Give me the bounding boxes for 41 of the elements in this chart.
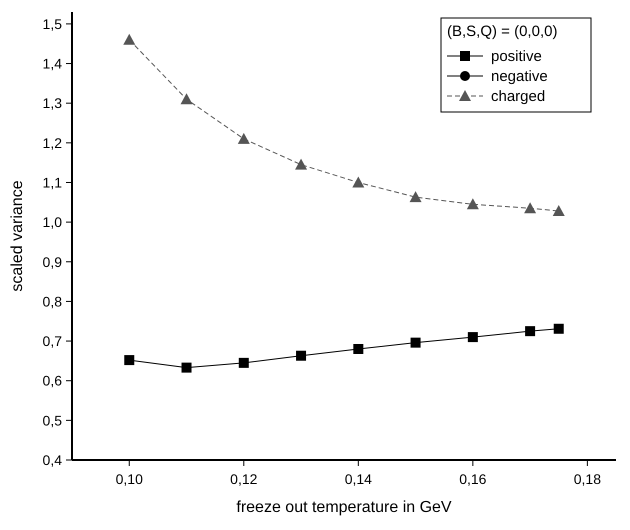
point	[554, 324, 564, 334]
point	[238, 132, 250, 144]
x-tick-label: 0,16	[459, 471, 487, 487]
y-tick-label: 0,4	[42, 452, 62, 468]
y-tick-label: 1,3	[42, 95, 62, 112]
x-tick-label: 0,18	[574, 471, 602, 487]
point	[552, 205, 565, 216]
point	[296, 350, 306, 361]
y-tick-label: 0,7	[42, 333, 62, 350]
point	[123, 34, 136, 45]
y-tick-label: 1,4	[42, 56, 62, 72]
point	[182, 362, 192, 373]
x-tick-label: 0,14	[344, 471, 372, 487]
legend-label: positive	[491, 48, 542, 65]
y-tick-label: 1,2	[42, 134, 62, 151]
legend-title: (B,S,Q) = (0,0,0)	[447, 23, 558, 40]
point	[180, 93, 193, 104]
point	[410, 338, 421, 348]
point	[124, 355, 134, 366]
point	[353, 344, 364, 354]
point	[468, 332, 478, 342]
x-axis-title: freeze out temperature in GeV	[236, 499, 452, 516]
y-tick-label: 0,6	[42, 372, 62, 389]
point	[525, 326, 536, 336]
legend-label: negative	[491, 68, 548, 85]
point	[238, 358, 249, 368]
y-tick-label: 1,0	[42, 214, 62, 230]
point	[524, 202, 536, 214]
x-tick-label: 0,10	[116, 471, 144, 487]
y-tick-label: 0,5	[42, 412, 62, 428]
y-tick-label: 0,8	[42, 293, 62, 310]
x-tick-label: 0,12	[230, 471, 258, 487]
y-axis-title: scaled variance	[9, 180, 26, 292]
point	[352, 176, 364, 188]
y-tick-label: 1,1	[42, 174, 62, 190]
legend-label: charged	[491, 88, 546, 105]
point	[466, 198, 479, 210]
point	[295, 158, 308, 170]
y-tick-label: 0,9	[42, 254, 62, 270]
y-tick-label: 1,5	[42, 16, 62, 32]
point	[410, 191, 422, 202]
